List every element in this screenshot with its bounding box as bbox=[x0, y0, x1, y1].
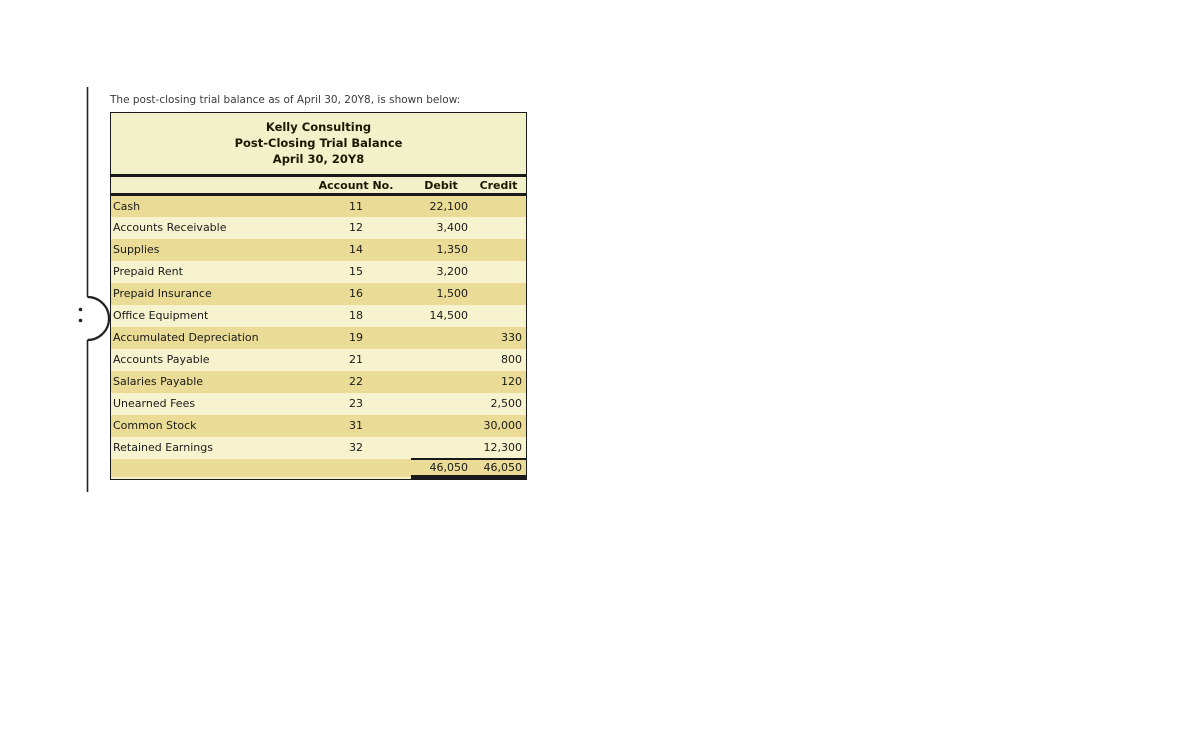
credit-cell bbox=[471, 304, 526, 327]
account-cell: Prepaid Rent bbox=[111, 260, 301, 283]
table-row: Accounts Payable 21 800 bbox=[111, 348, 526, 371]
account-no-cell: 22 bbox=[301, 370, 411, 393]
credit-cell: 30,000 bbox=[471, 414, 526, 437]
account-cell: Common Stock bbox=[111, 414, 301, 437]
credit-cell: 12,300 bbox=[471, 436, 526, 459]
totals-account-cell bbox=[111, 458, 301, 477]
debit-cell bbox=[411, 326, 471, 349]
account-column-header bbox=[111, 175, 301, 196]
statement-name: Post-Closing Trial Balance bbox=[234, 136, 403, 150]
debit-cell bbox=[411, 414, 471, 437]
credit-cell: 2,500 bbox=[471, 392, 526, 415]
trial-balance-table: Kelly Consulting Post-Closing Trial Bala… bbox=[110, 112, 527, 480]
credit-cell bbox=[471, 194, 526, 217]
account-cell: Accumulated Depreciation bbox=[111, 326, 301, 349]
intro-text: The post-closing trial balance as of Apr… bbox=[110, 94, 461, 106]
totals-debit-cell: 46,050 bbox=[411, 457, 471, 479]
debit-cell: 14,500 bbox=[411, 304, 471, 327]
account-no-cell: 16 bbox=[301, 282, 411, 305]
table-row: Common Stock 31 30,000 bbox=[111, 414, 526, 437]
totals-row: 46,050 46,050 bbox=[111, 457, 526, 479]
account-cell: Supplies bbox=[111, 238, 301, 261]
debit-cell: 1,500 bbox=[411, 282, 471, 305]
debit-cell: 3,200 bbox=[411, 260, 471, 283]
account-no-cell: 14 bbox=[301, 238, 411, 261]
statement-date: April 30, 20Y8 bbox=[272, 152, 365, 166]
account-cell: Cash bbox=[111, 194, 301, 217]
account-no-cell: 32 bbox=[301, 436, 411, 459]
account-no-column-header: Account No. bbox=[301, 175, 411, 196]
totals-account-no-cell bbox=[301, 458, 411, 477]
trial-balance-body: Cash 11 22,100 Accounts Receivable 12 3,… bbox=[111, 194, 526, 459]
account-no-cell: 12 bbox=[301, 216, 411, 239]
margin-arc bbox=[87, 295, 111, 342]
table-row: Unearned Fees 23 2,500 bbox=[111, 392, 526, 415]
credit-cell bbox=[471, 282, 526, 305]
table-row: Prepaid Insurance 16 1,500 bbox=[111, 282, 526, 305]
debit-column-header: Debit bbox=[411, 175, 471, 196]
table-row: Accounts Receivable 12 3,400 bbox=[111, 216, 526, 239]
account-cell: Salaries Payable bbox=[111, 370, 301, 393]
credit-cell bbox=[471, 260, 526, 283]
credit-cell: 330 bbox=[471, 326, 526, 349]
account-cell: Accounts Receivable bbox=[111, 216, 301, 239]
account-cell: Retained Earnings bbox=[111, 436, 301, 459]
table-row: Prepaid Rent 15 3,200 bbox=[111, 260, 526, 283]
marker-dot-bottom bbox=[78, 318, 83, 323]
debit-cell bbox=[411, 370, 471, 393]
account-no-cell: 11 bbox=[301, 194, 411, 217]
column-header-row: Account No. Debit Credit bbox=[111, 175, 526, 196]
credit-cell bbox=[471, 238, 526, 261]
totals-credit-cell: 46,050 bbox=[471, 457, 526, 479]
debit-cell bbox=[411, 392, 471, 415]
company-name: Kelly Consulting bbox=[265, 120, 372, 134]
debit-cell bbox=[411, 436, 471, 459]
debit-cell: 3,400 bbox=[411, 216, 471, 239]
account-cell: Office Equipment bbox=[111, 304, 301, 327]
account-cell: Unearned Fees bbox=[111, 392, 301, 415]
table-row: Cash 11 22,100 bbox=[111, 194, 526, 217]
account-cell: Accounts Payable bbox=[111, 348, 301, 371]
account-cell: Prepaid Insurance bbox=[111, 282, 301, 305]
account-no-cell: 19 bbox=[301, 326, 411, 349]
debit-cell: 22,100 bbox=[411, 194, 471, 217]
account-no-cell: 15 bbox=[301, 260, 411, 283]
credit-cell bbox=[471, 216, 526, 239]
account-no-cell: 18 bbox=[301, 304, 411, 327]
table-row: Retained Earnings 32 12,300 bbox=[111, 436, 526, 459]
debit-cell: 1,350 bbox=[411, 238, 471, 261]
credit-column-header: Credit bbox=[471, 175, 526, 196]
table-row: Accumulated Depreciation 19 330 bbox=[111, 326, 526, 349]
account-no-cell: 21 bbox=[301, 348, 411, 371]
credit-cell: 120 bbox=[471, 370, 526, 393]
debit-cell bbox=[411, 348, 471, 371]
table-row: Office Equipment 18 14,500 bbox=[111, 304, 526, 327]
account-no-cell: 31 bbox=[301, 414, 411, 437]
trial-balance-header: Kelly Consulting Post-Closing Trial Bala… bbox=[111, 113, 526, 196]
credit-cell: 800 bbox=[471, 348, 526, 371]
account-no-cell: 23 bbox=[301, 392, 411, 415]
table-row: Salaries Payable 22 120 bbox=[111, 370, 526, 393]
table-row: Supplies 14 1,350 bbox=[111, 238, 526, 261]
statement-title-block: Kelly Consulting Post-Closing Trial Bala… bbox=[111, 113, 526, 177]
marker-dot-top bbox=[78, 307, 83, 312]
margin-marker-icon bbox=[78, 87, 111, 492]
